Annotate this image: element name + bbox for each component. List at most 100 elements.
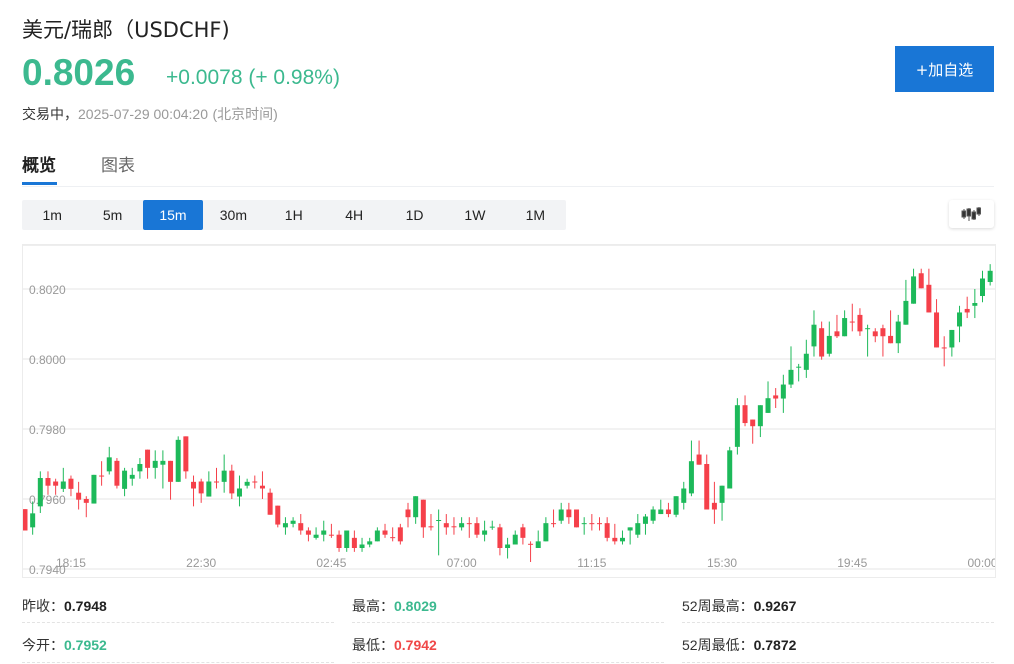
candle-down [451,526,457,528]
candle-down [849,321,855,323]
timeframe-15m[interactable]: 15m [142,200,204,230]
candle-down [229,470,235,494]
candle-up [719,485,725,503]
candle-down [819,328,825,357]
candle-up [91,474,97,504]
candle-down [83,499,89,503]
candle-down [68,478,74,489]
candle-down [665,509,671,515]
candle-up [788,369,794,385]
candle-up [911,276,917,304]
stat-52w-high: 52周最高：0.9267 [682,596,796,616]
candle-up [221,470,227,482]
timeframe-1m[interactable]: 1m [42,207,62,223]
candle-down [888,335,894,344]
candle-up [459,523,465,528]
stat-open: 今开：0.7952 [22,635,107,655]
candle-up [236,488,242,497]
candle-down [214,481,219,483]
candle-down [574,509,580,528]
candle-down [76,492,82,500]
candle-down [267,492,273,515]
candle-up [619,537,625,542]
candle-up [313,534,319,538]
candle-up [803,353,809,370]
candle-down [428,526,434,528]
stat-value: 0.7942 [394,637,437,653]
timeframe-1w[interactable]: 1W [464,207,486,223]
x-tick-label: 11:15 [577,556,606,570]
candle-down [474,523,480,535]
divider [352,662,664,663]
x-tick-label: 02:45 [316,556,346,570]
candle-down [53,481,59,486]
stat-low: 最低：0.7942 [352,635,437,655]
candle-up [290,520,296,524]
stat-label: 今开： [22,637,64,653]
candle-down [612,537,618,542]
timeframe-1d[interactable]: 1D [405,207,424,223]
candle-down [834,331,840,337]
y-tick-label: 0.7960 [29,493,66,507]
current-price: 0.8026 [22,52,136,93]
candle-down [22,509,28,531]
stat-label: 52周最低： [682,637,754,653]
timeframe-1mo[interactable]: 1M [525,207,546,223]
stat-value: 0.7952 [64,637,107,653]
stat-value: 0.7872 [753,637,797,653]
candle-up [60,481,66,489]
tab-chart[interactable]: 图表 [101,156,135,176]
y-tick-label: 0.8000 [29,353,66,367]
candle-up [160,460,166,465]
candle-down [711,502,717,510]
candle-up [175,439,181,482]
stat-value: 0.7948 [64,598,107,614]
candle-down [351,537,357,548]
divider [22,622,334,623]
timeframe-30m[interactable]: 30m [219,207,247,223]
timestamp: 2025-07-29 00:04:20 [78,106,208,122]
candle-up [37,478,43,507]
candle-up [344,530,350,548]
stat-label: 52周最高： [682,598,754,614]
active-tab-indicator [22,182,57,185]
candle-down [604,523,610,538]
candle-up [30,513,36,528]
candle-down [114,460,120,486]
tab-divider [22,186,994,187]
candle-down [750,419,756,427]
candle-down [566,509,572,518]
candle-up [796,366,802,368]
stat-label: 最高： [352,598,394,614]
candle-up [957,312,963,327]
chart-type-button[interactable] [949,200,994,228]
candle-up [681,488,687,503]
candle-down [99,475,105,477]
candle-down [259,485,265,489]
x-tick-label: 15:30 [707,556,737,570]
candle-up [137,464,143,472]
candle-up [727,450,733,489]
candle-down [168,460,174,482]
price-chart[interactable]: 0.8020 0.8000 0.7980 0.7960 0.7940 18:15 22:30… [22,244,998,578]
candle-up [642,516,648,524]
candle-down [145,449,151,468]
candle-up [129,474,135,479]
timeframe-1h[interactable]: 1H [284,207,303,223]
candle-down [934,312,940,348]
candle-down [497,527,503,548]
timezone: (北京时间) [212,106,278,122]
timeframe-4h[interactable]: 4H [345,207,364,223]
candle-down [397,527,403,542]
timeframe-5m[interactable]: 5m [102,207,123,223]
candle-up [949,329,955,348]
candle-up [980,278,985,296]
candle-up [512,534,518,545]
candle-down [252,481,258,483]
tab-overview[interactable]: 概览 [22,156,56,176]
candle-up [581,523,587,525]
status-label: 交易中， [22,107,78,123]
candle-up [842,318,848,337]
add-to-watchlist-button[interactable]: +加自选 [895,46,994,92]
candle-down [528,543,534,545]
